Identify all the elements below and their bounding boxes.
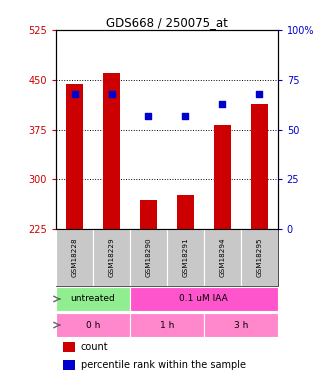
Text: 0.1 uM IAA: 0.1 uM IAA [179,294,228,303]
Bar [63,342,75,352]
Bar [130,229,167,286]
Bar [140,200,157,229]
Text: GSM18229: GSM18229 [108,238,115,278]
Bar [251,104,267,229]
Bar [130,287,278,311]
Bar [214,125,230,229]
Bar [56,287,130,311]
Point [72,91,77,97]
Text: count: count [81,342,108,352]
Text: GSM18290: GSM18290 [145,238,152,278]
Bar [103,73,120,229]
Bar [93,229,130,286]
Text: untreated: untreated [71,294,116,303]
Bar [204,229,241,286]
Point [183,112,188,118]
Bar [56,229,93,286]
Bar [241,229,278,286]
Title: GDS668 / 250075_at: GDS668 / 250075_at [106,16,228,29]
Point [109,91,114,97]
Bar [130,313,204,337]
Bar [204,313,278,337]
Text: GSM18295: GSM18295 [256,238,262,278]
Point [146,112,151,118]
Bar [177,195,194,229]
Text: GSM18228: GSM18228 [72,238,78,278]
Bar [66,84,83,229]
Text: 3 h: 3 h [234,321,248,330]
Point [220,100,225,106]
Text: percentile rank within the sample: percentile rank within the sample [81,360,246,370]
Bar [56,313,130,337]
Text: 1 h: 1 h [160,321,174,330]
Bar [63,360,75,370]
Text: 0 h: 0 h [86,321,100,330]
Text: GSM18294: GSM18294 [219,238,225,278]
Text: GSM18291: GSM18291 [182,238,188,278]
Bar [167,229,204,286]
Point [256,91,262,97]
